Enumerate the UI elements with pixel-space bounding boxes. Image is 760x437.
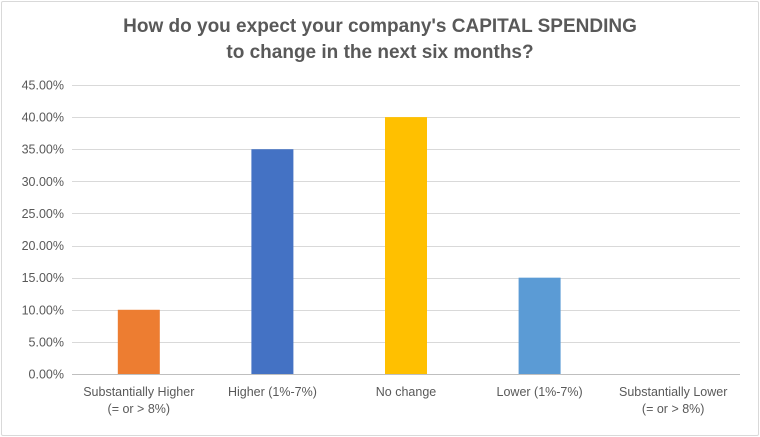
y-tick-label: 40.00% [22,111,64,125]
y-tick-label: 25.00% [22,207,64,221]
x-tick-label: No change [376,385,437,399]
y-tick-label: 30.00% [22,175,64,189]
bar [518,277,561,374]
y-tick-label: 35.00% [22,143,64,157]
x-tick-label: Substantially Lower [619,385,727,399]
x-tick-label: Higher (1%-7%) [228,385,317,399]
chart-title: How do you expect your company's CAPITAL… [0,14,760,66]
x-tick-label: (= or > 8%) [642,402,705,416]
chart-title-line-2: to change in the next six months? [226,42,534,63]
y-tick-label: 10.00% [22,303,64,317]
y-tick-label: 0.00% [29,368,64,382]
y-tick-label: 20.00% [22,239,64,253]
y-tick-label: 15.00% [22,271,64,285]
x-tick-label: Lower (1%-7%) [497,385,583,399]
chart-title-line-1: How do you expect your company's CAPITAL… [123,16,637,37]
x-tick-label: Substantially Higher [83,385,194,399]
x-tick-label: (= or > 8%) [108,402,171,416]
y-tick-label: 5.00% [29,335,64,349]
bar [117,309,160,374]
y-tick-label: 45.00% [22,79,64,93]
bar [385,117,427,374]
bar [251,149,294,374]
